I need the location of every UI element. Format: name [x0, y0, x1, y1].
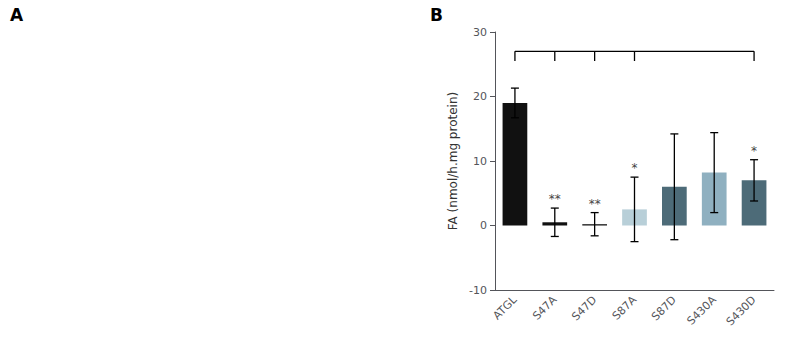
svg-text:S430D: S430D: [724, 293, 759, 328]
svg-text:10: 10: [473, 155, 487, 168]
svg-text:S87D: S87D: [649, 293, 679, 323]
svg-text:S430A: S430A: [685, 293, 720, 328]
svg-text:*: *: [632, 161, 638, 175]
svg-text:FA (nmol/h.mg protein): FA (nmol/h.mg protein): [446, 92, 460, 230]
svg-text:ATGL: ATGL: [491, 293, 521, 323]
svg-text:S87A: S87A: [610, 293, 640, 323]
svg-text:30: 30: [473, 26, 487, 39]
svg-text:0: 0: [480, 219, 487, 232]
svg-text:20: 20: [473, 90, 487, 103]
svg-text:S47D: S47D: [569, 293, 599, 323]
svg-text:**: **: [549, 192, 561, 206]
svg-text:A: A: [10, 5, 24, 25]
svg-text:**: **: [589, 197, 601, 211]
svg-text:-10: -10: [469, 284, 487, 297]
svg-text:S47A: S47A: [530, 293, 560, 323]
svg-text:*: *: [751, 144, 757, 158]
svg-text:B: B: [430, 5, 443, 25]
